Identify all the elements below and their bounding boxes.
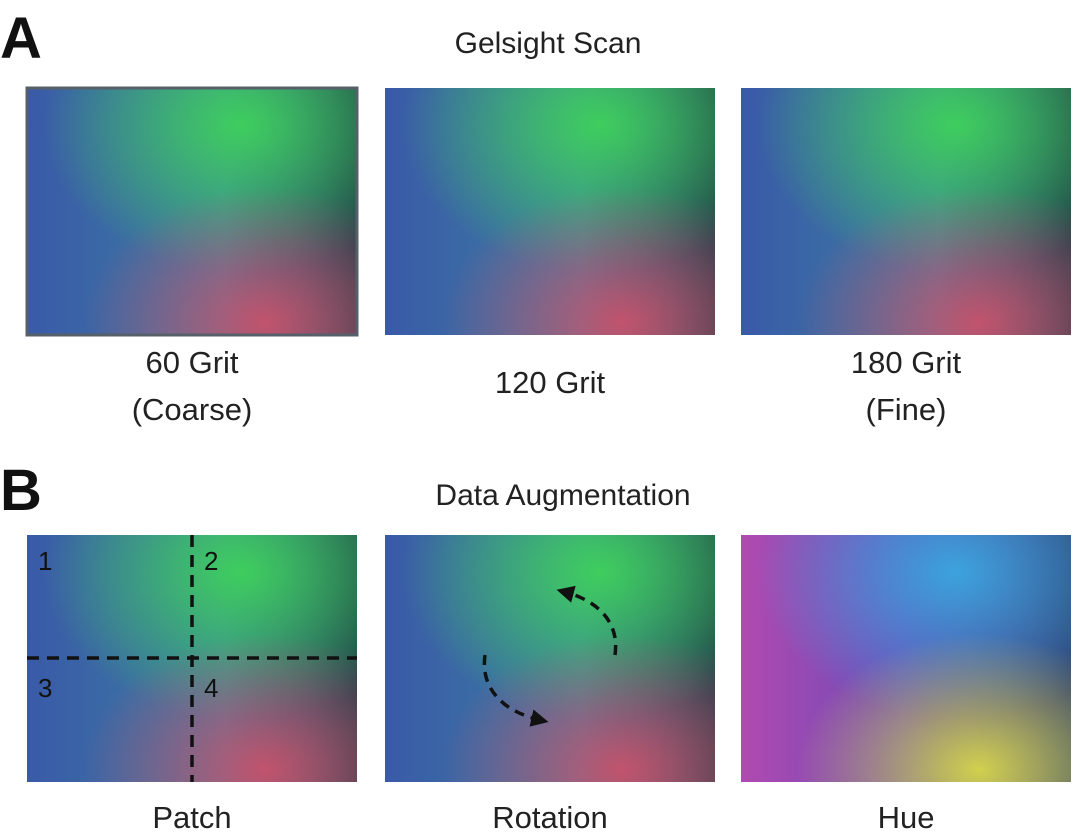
scan-tint [741,535,1071,782]
patch-number: 2 [204,546,218,576]
image-caption: Rotation [492,800,607,835]
image-caption: (Coarse) [132,392,253,427]
rotation-arrows [482,585,618,727]
panel-title: Gelsight Scan [455,27,642,60]
image-border [25,86,359,337]
panel-letter: A [0,6,42,71]
scan-tint [27,88,357,335]
image-caption: Hue [878,800,935,835]
panel-letter: B [0,458,42,523]
scan-tint [385,88,715,335]
scan-tint [741,88,1071,335]
panel-title: Data Augmentation [435,479,690,512]
image-caption: 120 Grit [495,365,606,400]
patch-number: 3 [38,673,52,703]
patch-number: 1 [38,546,52,576]
patch-number: 4 [204,673,218,703]
image-caption: (Fine) [866,392,947,427]
patch-grid [27,535,357,782]
image-caption: 180 Grit [851,345,962,380]
image-grid [25,86,1071,782]
image-caption: 60 Grit [145,345,238,380]
scan-tint [385,535,715,782]
image-caption: Patch [152,800,231,835]
arrow [556,585,618,656]
